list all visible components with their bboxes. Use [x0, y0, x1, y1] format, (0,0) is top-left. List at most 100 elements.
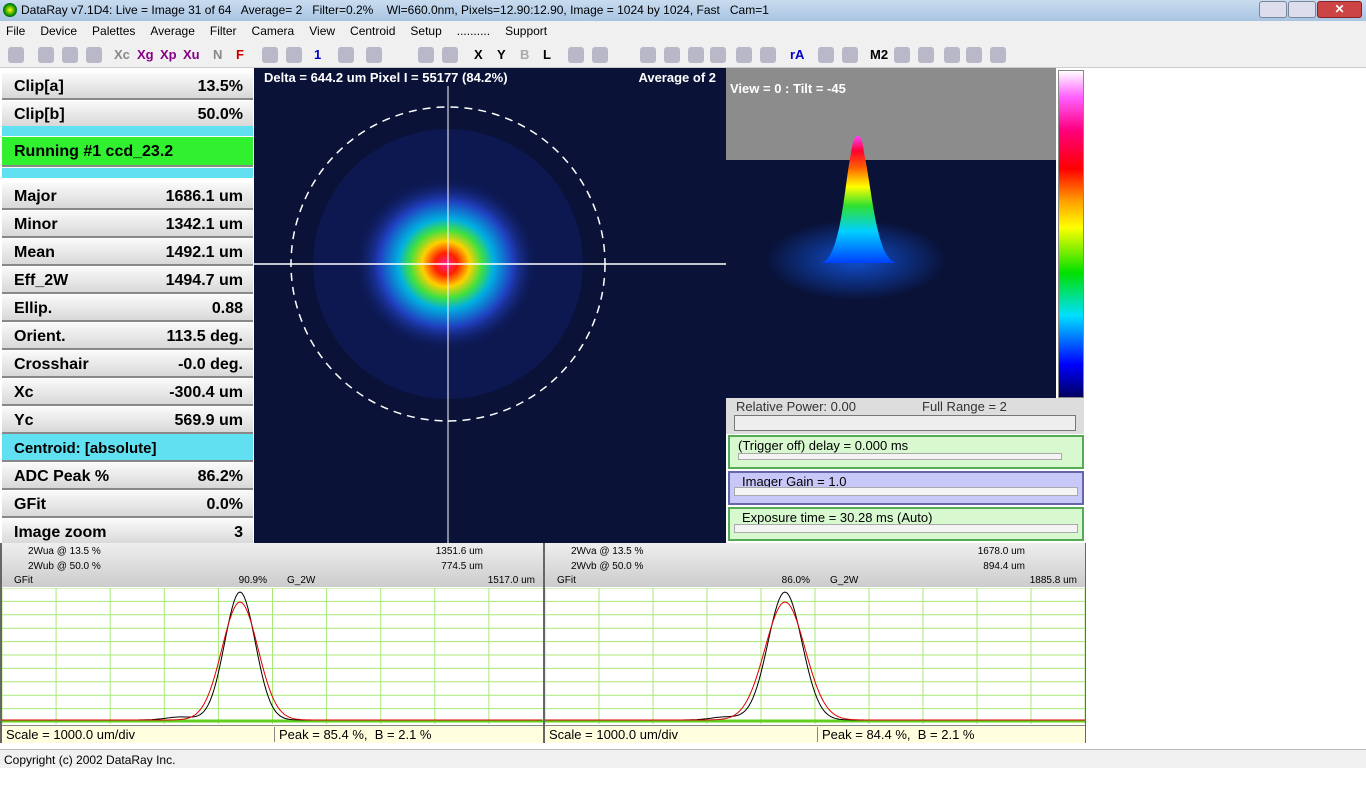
stat-value: -0.0 deg. — [178, 356, 243, 373]
stat-row: GFit 0.0% — [2, 490, 253, 518]
toolbar-icon[interactable] — [736, 47, 752, 63]
stat-label: Orient. — [14, 328, 66, 345]
stat-row: Image zoom 3 — [2, 518, 253, 546]
stat-row: Clip[b] 50.0% — [2, 100, 253, 128]
stat-row: Crosshair -0.0 deg. — [2, 350, 253, 378]
gfit-value: 86.0% — [781, 575, 810, 586]
trigger-panel: (Trigger off) delay = 0.000 ms — [728, 435, 1084, 469]
toolbar-icon[interactable] — [818, 47, 834, 63]
toolbar-icon[interactable] — [710, 47, 726, 63]
menu-item[interactable]: Average — [150, 24, 195, 38]
toolbar-button[interactable]: L — [543, 47, 551, 62]
toolbar-button[interactable]: Xu — [183, 47, 200, 62]
toolbar-icon[interactable] — [38, 47, 54, 63]
toolbar-icon[interactable] — [918, 47, 934, 63]
width-b-value: 774.5 um — [441, 561, 483, 572]
stat-row: Mean 1492.1 um — [2, 238, 253, 266]
stat-label: Clip[b] — [14, 106, 65, 123]
trigger-label: (Trigger off) delay = 0.000 ms — [738, 438, 909, 453]
menu-item[interactable]: View — [309, 24, 336, 38]
toolbar-button[interactable]: F — [236, 47, 244, 62]
gain-slider[interactable] — [734, 487, 1078, 496]
status-bar: Copyright (c) 2002 DataRay Inc. — [0, 749, 1366, 768]
stat-row: Yc 569.9 um — [2, 406, 253, 434]
toolbar-button[interactable]: rA — [790, 47, 805, 62]
width-a-value: 1678.0 um — [977, 546, 1025, 557]
exposure-slider[interactable] — [734, 524, 1078, 533]
profile-plot — [545, 588, 1085, 724]
stat-row: Orient. 113.5 deg. — [2, 322, 253, 350]
peak-label: Peak = 84.4 %, B = 2.1 % — [817, 727, 974, 742]
toolbar-button[interactable]: Y — [497, 47, 506, 62]
gaussian-fit — [2, 601, 542, 721]
toolbar-icon[interactable] — [894, 47, 910, 63]
toolbar-icon[interactable] — [592, 47, 608, 63]
title-bar: DataRay v7.1D4: Live = Image 31 of 64 Av… — [0, 0, 1366, 21]
toolbar-icon[interactable] — [262, 47, 278, 63]
stat-value: 0.0% — [206, 496, 243, 513]
toolbar-icon[interactable] — [86, 47, 102, 63]
exposure-panel: Exposure time = 30.28 ms (Auto) — [728, 507, 1084, 541]
stat-value: 1492.1 um — [165, 244, 243, 261]
toolbar-icon[interactable] — [944, 47, 960, 63]
gfit-label: GFit — [14, 575, 33, 586]
stat-value: 1686.1 um — [165, 188, 243, 205]
toolbar-icon[interactable] — [338, 47, 354, 63]
width-a-label: 2Wua @ 13.5 % — [28, 546, 101, 557]
stat-label: Yc — [14, 412, 34, 429]
toolbar-icon[interactable] — [418, 47, 434, 63]
menu-item[interactable]: Setup — [410, 24, 442, 38]
stat-row: Major 1686.1 um — [2, 182, 253, 210]
stat-label: Clip[a] — [14, 78, 64, 95]
stat-value: 0.88 — [211, 300, 243, 317]
close-button[interactable]: ✕ — [1317, 1, 1362, 18]
g2w-value: 1885.8 um — [1029, 575, 1077, 586]
toolbar-button[interactable]: X — [474, 47, 483, 62]
stat-label: Ellip. — [14, 300, 53, 317]
toolbar-icon[interactable] — [688, 47, 704, 63]
menu-item[interactable]: Palettes — [92, 24, 136, 38]
power-bar — [734, 415, 1076, 431]
toolbar-button[interactable]: N — [213, 47, 223, 62]
header-bg — [545, 543, 1085, 587]
stat-value: 1494.7 um — [165, 272, 243, 289]
menu-item[interactable]: Centroid — [350, 24, 396, 38]
toolbar-button[interactable]: M2 — [870, 47, 889, 62]
width-b-value: 894.4 um — [983, 561, 1025, 572]
toolbar-icon[interactable] — [842, 47, 858, 63]
toolbar-button[interactable]: B — [520, 47, 530, 62]
toolbar-icon[interactable] — [664, 47, 680, 63]
toolbar-icon[interactable] — [568, 47, 584, 63]
toolbar-button[interactable]: Xc — [114, 47, 130, 62]
menu-item[interactable]: Support — [505, 24, 548, 38]
toolbar-button[interactable]: 1 — [314, 47, 322, 62]
menu-item[interactable]: .......... — [456, 24, 491, 38]
view-gray — [726, 68, 1056, 160]
maximize-button[interactable] — [1288, 1, 1316, 18]
toolbar-icon[interactable] — [366, 47, 382, 63]
menu-item[interactable]: File — [6, 24, 26, 38]
toolbar-icon[interactable] — [62, 47, 78, 63]
toolbar-button[interactable]: Xp — [160, 47, 177, 62]
app-icon — [3, 3, 17, 17]
stat-value: 3 — [234, 524, 243, 541]
exposure-label: Exposure time = 30.28 ms (Auto) — [742, 510, 933, 525]
toolbar-icon[interactable] — [640, 47, 656, 63]
toolbar-icon[interactable] — [760, 47, 776, 63]
view-3d: View = 0 : Tilt = -45 — [726, 68, 1056, 398]
menu-item[interactable]: Device — [40, 24, 78, 38]
toolbar-icon[interactable] — [286, 47, 302, 63]
minimize-button[interactable] — [1259, 1, 1287, 18]
menu-item[interactable]: Filter — [209, 24, 237, 38]
toolbar-icon[interactable] — [990, 47, 1006, 63]
gain-label: Imager Gain = 1.0 — [742, 474, 847, 489]
toolbar-icon[interactable] — [442, 47, 458, 63]
profile-panel: 2Wua @ 13.5 % 1351.6 um 2Wub @ 50.0 % 774.5… — [2, 543, 543, 743]
toolbar-icon[interactable] — [966, 47, 982, 63]
menu-item[interactable]: Camera — [251, 24, 295, 38]
stat-label: Image zoom — [14, 524, 107, 541]
toolbar-icon[interactable] — [8, 47, 24, 63]
trigger-slider[interactable] — [738, 453, 1062, 460]
toolbar-button[interactable]: Xg — [137, 47, 154, 62]
profile-panel: 2Wva @ 13.5 % 1678.0 um 2Wvb @ 50.0 % 894.4… — [545, 543, 1085, 743]
